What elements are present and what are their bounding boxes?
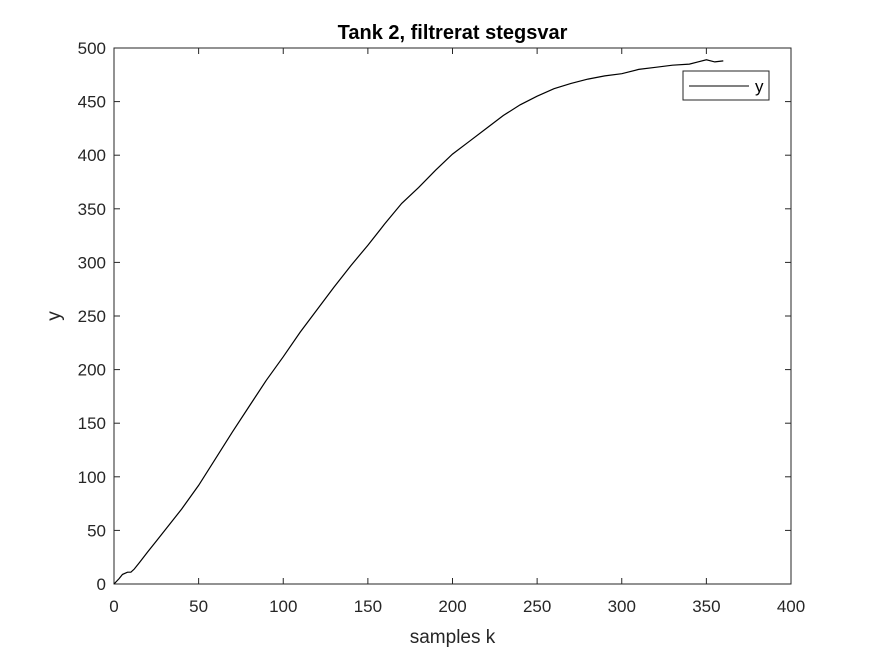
- x-axis-label: samples k: [410, 627, 496, 648]
- y-tick-label: 400: [78, 146, 106, 165]
- y-tick-label: 450: [78, 93, 106, 112]
- series-line-y: [113, 59, 724, 585]
- y-tick-label: 300: [78, 253, 106, 272]
- y-axis: 0 50 100 150 200 250 300 350 400 450 500: [78, 39, 791, 594]
- plot-area: [113, 47, 792, 585]
- x-tick-label: 350: [692, 597, 720, 616]
- x-tick-label: 200: [438, 597, 466, 616]
- x-tick-label: 400: [777, 597, 805, 616]
- y-axis-label: y: [44, 311, 65, 321]
- y-tick-label: 250: [78, 307, 106, 326]
- y-tick-label: 150: [78, 414, 106, 433]
- legend-entry-label: y: [755, 77, 764, 96]
- y-tick-label: 0: [97, 575, 106, 594]
- series-layer: [113, 59, 724, 585]
- y-tick-label: 200: [78, 361, 106, 380]
- legend: y: [682, 70, 770, 101]
- y-tick-label: 50: [87, 521, 106, 540]
- y-tick-label: 100: [78, 468, 106, 487]
- chart-title: Tank 2, filtrerat stegsvar: [338, 22, 568, 44]
- x-tick-label: 0: [109, 597, 118, 616]
- y-tick-label: 500: [78, 39, 106, 58]
- y-tick-label: 350: [78, 200, 106, 219]
- x-tick-label: 100: [269, 597, 297, 616]
- x-tick-label: 150: [354, 597, 382, 616]
- x-tick-label: 250: [523, 597, 551, 616]
- x-tick-label: 300: [608, 597, 636, 616]
- x-axis: 0 50 100 150 200 250 300 350 400: [109, 48, 805, 616]
- x-tick-label: 50: [189, 597, 208, 616]
